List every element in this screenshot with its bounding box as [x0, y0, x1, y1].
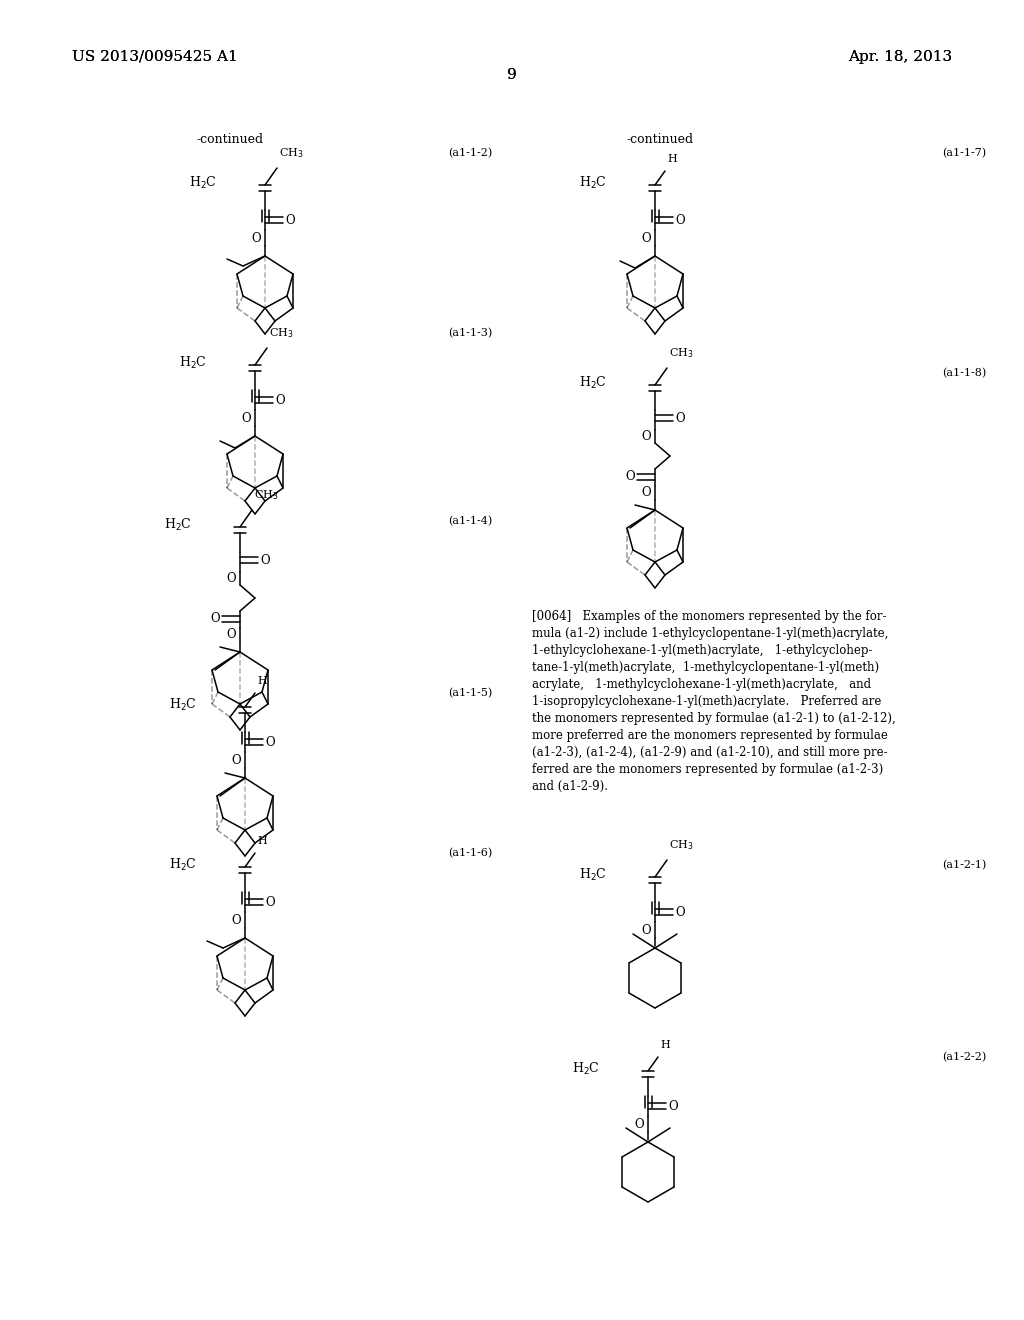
Text: O: O: [265, 895, 274, 908]
Text: (a1-1-5): (a1-1-5): [449, 688, 493, 698]
Text: -continued: -continued: [197, 133, 263, 147]
Text: CH$_3$: CH$_3$: [254, 488, 279, 502]
Text: H$_2$C: H$_2$C: [169, 697, 197, 713]
Text: (a1-1-6): (a1-1-6): [449, 847, 493, 858]
Text: O: O: [226, 628, 236, 642]
Text: H$_2$C: H$_2$C: [169, 857, 197, 873]
Text: O: O: [635, 1118, 644, 1130]
Text: CH$_3$: CH$_3$: [269, 326, 294, 341]
Text: O: O: [260, 553, 269, 566]
Text: O: O: [641, 487, 651, 499]
Text: Apr. 18, 2013: Apr. 18, 2013: [848, 50, 952, 63]
Text: O: O: [231, 754, 241, 767]
Text: H$_2$C: H$_2$C: [189, 176, 217, 191]
Text: O: O: [231, 913, 241, 927]
Text: US 2013/0095425 A1: US 2013/0095425 A1: [72, 50, 238, 63]
Text: 9: 9: [507, 69, 517, 82]
Text: O: O: [226, 573, 236, 586]
Text: O: O: [641, 430, 651, 444]
Text: O: O: [275, 393, 285, 407]
Text: (a1-2-2): (a1-2-2): [942, 1052, 986, 1063]
Text: H$_2$C: H$_2$C: [179, 355, 207, 371]
Text: O: O: [210, 612, 220, 626]
Text: H$_2$C: H$_2$C: [580, 176, 607, 191]
Text: H: H: [667, 154, 677, 164]
Text: CH$_3$: CH$_3$: [669, 838, 693, 851]
Text: O: O: [626, 470, 635, 483]
Text: O: O: [265, 735, 274, 748]
Text: (a1-1-7): (a1-1-7): [942, 148, 986, 158]
Text: US 2013/0095425 A1: US 2013/0095425 A1: [72, 50, 238, 63]
Text: CH$_3$: CH$_3$: [279, 147, 303, 160]
Text: O: O: [675, 214, 685, 227]
Text: H: H: [660, 1040, 670, 1049]
Text: (a1-1-3): (a1-1-3): [449, 327, 493, 338]
Text: (a1-1-4): (a1-1-4): [449, 516, 493, 527]
Text: O: O: [285, 214, 295, 227]
Text: 9: 9: [507, 69, 517, 82]
Text: O: O: [675, 906, 685, 919]
Text: O: O: [668, 1100, 678, 1113]
Text: -continued: -continued: [627, 133, 693, 147]
Text: H: H: [257, 836, 266, 846]
Text: CH$_3$: CH$_3$: [669, 346, 693, 360]
Text: O: O: [675, 412, 685, 425]
Text: O: O: [251, 231, 261, 244]
Text: O: O: [641, 231, 651, 244]
Text: H$_2$C: H$_2$C: [164, 517, 193, 533]
Text: (a1-1-8): (a1-1-8): [942, 368, 986, 379]
Text: H$_2$C: H$_2$C: [580, 867, 607, 883]
Text: H: H: [257, 676, 266, 686]
Text: (a1-1-2): (a1-1-2): [449, 148, 493, 158]
Text: H$_2$C: H$_2$C: [572, 1061, 600, 1077]
Text: (a1-2-1): (a1-2-1): [942, 861, 986, 870]
Text: O: O: [641, 924, 651, 936]
Text: H$_2$C: H$_2$C: [580, 375, 607, 391]
Text: Apr. 18, 2013: Apr. 18, 2013: [848, 50, 952, 63]
Text: O: O: [242, 412, 251, 425]
Text: [0064]   Examples of the monomers represented by the for-
mula (a1-2) include 1-: [0064] Examples of the monomers represen…: [532, 610, 896, 793]
